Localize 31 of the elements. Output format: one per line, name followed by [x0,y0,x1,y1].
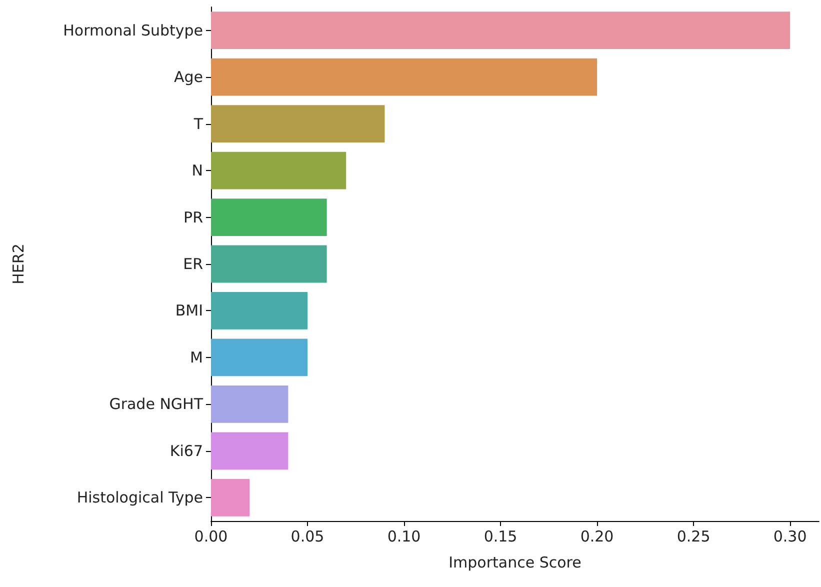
bar [211,105,385,143]
y-tick-label: Hormonal Subtype [63,21,203,40]
x-tick-label: 0.15 [484,528,518,546]
bar [211,245,327,283]
y-tick-label: Age [174,68,203,86]
x-tick-label: 0.10 [387,528,421,546]
x-tick-label: 0.20 [580,528,614,546]
y-tick-label: Histological Type [76,488,203,507]
bar [211,385,288,423]
x-tick-label: 0.05 [290,528,324,546]
bar [211,292,308,330]
bar [211,12,790,50]
x-tick-label: 0.25 [676,528,710,546]
y-tick-label: BMI [175,302,203,320]
y-tick-label: M [190,348,203,366]
y-tick-label: Grade NGHT [109,395,204,414]
x-tick-label: 0.00 [194,528,228,546]
bar [211,478,250,516]
x-axis-title: Importance Score [448,554,582,572]
y-axis-title: HER2 [10,244,28,284]
y-tick-label: T [192,114,204,133]
bar [211,338,308,376]
y-tick-label: ER [183,255,203,273]
bar [211,432,288,470]
x-tick-label: 0.30 [773,528,807,546]
y-tick-label: Ki67 [170,442,203,460]
y-tick-label: N [192,162,203,180]
bar [211,152,346,190]
bar [211,58,598,96]
bar [211,198,327,236]
y-tick-label: PR [184,208,203,226]
